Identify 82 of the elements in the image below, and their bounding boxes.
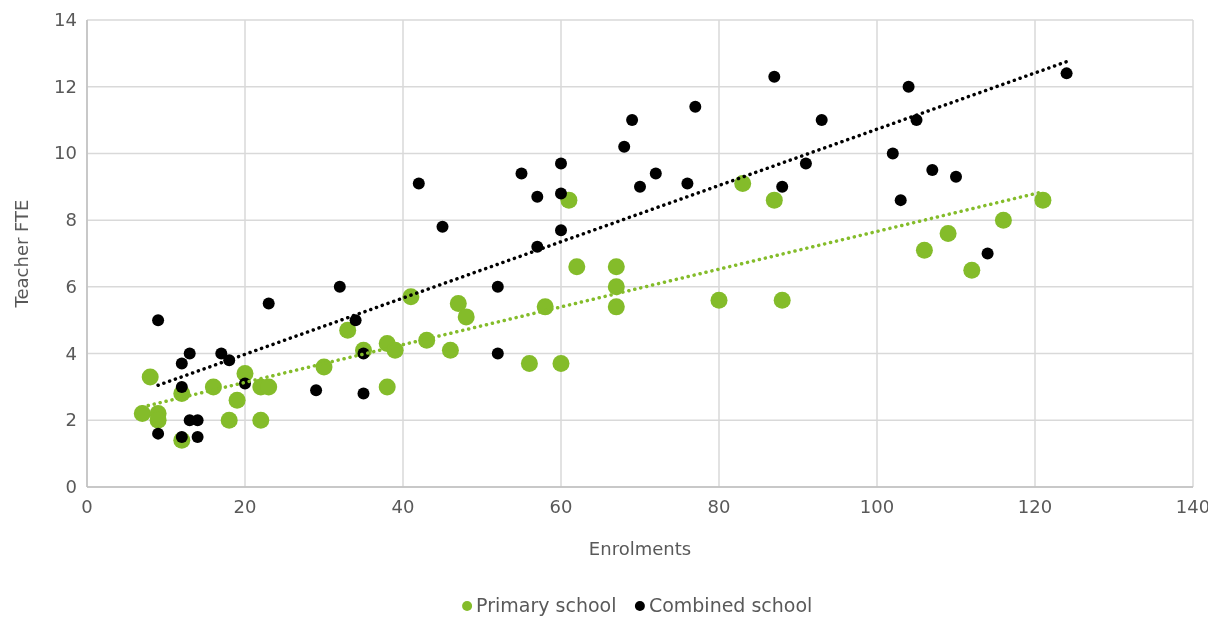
point bbox=[436, 220, 449, 233]
point bbox=[457, 308, 475, 326]
point bbox=[950, 170, 962, 183]
point bbox=[815, 114, 828, 127]
point bbox=[252, 411, 270, 429]
x-tick-label: 100 bbox=[859, 496, 895, 517]
point bbox=[607, 298, 625, 316]
point bbox=[776, 180, 789, 193]
y-tick-label: 2 bbox=[65, 409, 77, 431]
x-tick-label: 40 bbox=[391, 496, 415, 517]
point bbox=[981, 247, 994, 260]
point bbox=[607, 278, 625, 296]
point bbox=[133, 405, 151, 423]
point bbox=[886, 147, 899, 160]
point bbox=[607, 258, 625, 276]
point bbox=[765, 191, 783, 209]
point bbox=[768, 70, 781, 83]
point bbox=[491, 347, 504, 360]
point bbox=[491, 280, 504, 293]
point bbox=[773, 291, 791, 309]
point bbox=[441, 341, 459, 359]
point bbox=[552, 355, 570, 373]
point bbox=[555, 224, 567, 237]
x-axis-title: Enrolments bbox=[588, 538, 692, 559]
point bbox=[994, 211, 1012, 229]
point bbox=[555, 157, 567, 170]
legend-label: Primary school bbox=[476, 594, 617, 616]
point bbox=[175, 380, 188, 393]
point bbox=[531, 190, 544, 203]
point bbox=[215, 347, 228, 360]
y-axis-title: Teacher FTE bbox=[11, 199, 32, 309]
y-tick-label: 6 bbox=[65, 275, 77, 297]
legend-label: Combined school bbox=[648, 594, 813, 616]
x-tick-label: 20 bbox=[233, 496, 257, 517]
point bbox=[799, 157, 812, 170]
point bbox=[412, 177, 425, 190]
y-tick-label: 14 bbox=[54, 9, 77, 30]
y-tick-label: 10 bbox=[54, 142, 77, 164]
x-tick-label: 0 bbox=[81, 496, 93, 517]
point bbox=[963, 261, 981, 279]
point bbox=[220, 411, 238, 429]
point bbox=[555, 187, 567, 200]
y-tick-label: 0 bbox=[65, 476, 77, 497]
point bbox=[568, 258, 586, 276]
x-tick-label: 80 bbox=[707, 496, 731, 517]
point bbox=[378, 378, 396, 396]
point bbox=[339, 321, 357, 339]
x-tick-label: 120 bbox=[1017, 496, 1053, 517]
point bbox=[626, 114, 639, 127]
point bbox=[152, 427, 165, 440]
point bbox=[333, 280, 346, 293]
point bbox=[183, 347, 196, 360]
point bbox=[520, 355, 538, 373]
point bbox=[349, 314, 362, 327]
point bbox=[515, 167, 528, 180]
point bbox=[681, 177, 694, 190]
point bbox=[262, 297, 275, 310]
point bbox=[894, 194, 907, 207]
point bbox=[926, 164, 939, 177]
point bbox=[734, 174, 752, 192]
point bbox=[357, 387, 370, 400]
point bbox=[1060, 67, 1073, 80]
point bbox=[449, 295, 467, 313]
y-tick-label: 4 bbox=[65, 342, 77, 364]
point bbox=[689, 100, 702, 113]
point bbox=[191, 430, 204, 443]
point bbox=[152, 314, 165, 327]
point bbox=[915, 241, 933, 259]
point bbox=[1034, 191, 1052, 209]
point bbox=[228, 391, 246, 409]
y-tick-label: 8 bbox=[65, 209, 77, 231]
point bbox=[310, 384, 323, 397]
x-tick-label: 60 bbox=[549, 496, 573, 517]
point bbox=[710, 291, 728, 309]
point bbox=[634, 180, 646, 193]
point bbox=[649, 167, 662, 180]
point bbox=[939, 224, 957, 242]
point bbox=[141, 368, 159, 386]
point bbox=[618, 140, 631, 153]
point bbox=[175, 357, 188, 370]
y-tick-label: 12 bbox=[54, 75, 77, 97]
point bbox=[902, 80, 915, 93]
